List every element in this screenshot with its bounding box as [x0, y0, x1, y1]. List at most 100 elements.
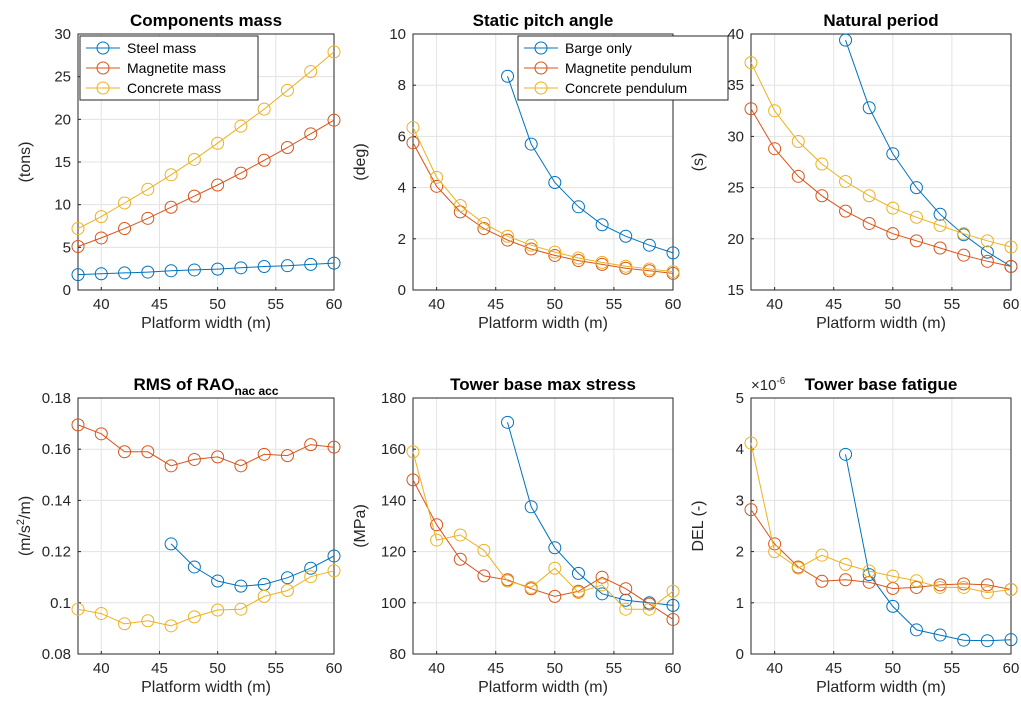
- legend-swatch-marker: [96, 81, 110, 95]
- y-tick-label: 6: [398, 128, 406, 145]
- x-tick-label: 55: [606, 660, 623, 677]
- data-point: [280, 571, 294, 585]
- y-axis-label: DEL (-): [690, 501, 707, 552]
- data-point: [280, 584, 294, 598]
- data-point: [548, 245, 562, 259]
- data-point: [280, 83, 294, 97]
- axes-box: [750, 33, 1012, 291]
- data-point: [524, 137, 538, 151]
- data-point: [141, 445, 155, 459]
- data-point: [141, 211, 155, 225]
- data-point: [477, 569, 491, 583]
- series-layer: [744, 33, 1018, 273]
- data-point: [187, 452, 201, 466]
- data-point: [909, 580, 923, 594]
- data-point: [164, 619, 178, 633]
- data-point: [862, 189, 876, 203]
- data-point: [815, 548, 829, 562]
- data-point: [71, 418, 85, 432]
- data-point: [211, 136, 225, 150]
- y-tick-label: 5: [63, 239, 71, 256]
- data-point: [71, 268, 85, 282]
- plot-title: Natural period: [823, 11, 938, 30]
- plot-title: Static pitch angle: [473, 11, 614, 30]
- y-tick-label: 35: [727, 77, 744, 94]
- series-1: [71, 256, 341, 282]
- data-point: [257, 102, 271, 116]
- data-point: [501, 229, 515, 243]
- x-tick-label: 55: [267, 660, 284, 677]
- data-point: [327, 549, 341, 563]
- data-point: [211, 450, 225, 464]
- legend-swatch-marker: [534, 61, 548, 75]
- x-tick-label: 50: [546, 296, 563, 313]
- series-3: [744, 436, 1018, 600]
- data-point: [211, 262, 225, 276]
- y-tick-label: 140: [381, 492, 406, 509]
- data-point: [548, 589, 562, 603]
- x-tick-label: 40: [766, 660, 783, 677]
- series-line: [412, 479, 674, 620]
- x-tick-label: 40: [428, 660, 445, 677]
- legend-item-1: Steel mass: [86, 40, 196, 56]
- data-point: [642, 262, 656, 276]
- legend-label: Magnetite pendulum: [565, 60, 692, 76]
- series-line: [507, 422, 674, 606]
- plot-title: Components mass: [130, 11, 282, 30]
- data-point: [839, 33, 853, 47]
- data-point: [1004, 259, 1018, 273]
- data-point: [327, 440, 341, 454]
- plot-area: [413, 398, 673, 654]
- x-tick-label: 50: [884, 660, 901, 677]
- data-point: [980, 254, 994, 268]
- y-tick-label: 10: [389, 26, 406, 43]
- series-line: [77, 424, 335, 467]
- data-point: [909, 181, 923, 195]
- series-line: [845, 39, 1012, 267]
- x-axis-label: Platform width (m): [816, 315, 946, 332]
- data-point: [234, 602, 248, 616]
- legend-item-1: Barge only: [524, 40, 632, 56]
- data-point: [118, 617, 132, 631]
- y-tick-label: 80: [389, 646, 406, 663]
- data-point: [909, 234, 923, 248]
- data-point: [619, 582, 633, 596]
- data-point: [744, 102, 758, 116]
- data-point: [524, 500, 538, 514]
- data-point: [406, 120, 420, 134]
- data-point: [234, 166, 248, 180]
- x-tick-label: 45: [487, 660, 504, 677]
- data-point: [94, 231, 108, 245]
- x-tick-label: 55: [944, 296, 961, 313]
- data-point: [957, 577, 971, 591]
- data-point: [257, 260, 271, 274]
- data-point: [327, 256, 341, 270]
- plot-title: RMS of RAOnac acc: [133, 375, 278, 398]
- data-point: [406, 473, 420, 487]
- data-point: [980, 245, 994, 259]
- data-point: [642, 238, 656, 252]
- series-line: [845, 454, 1012, 642]
- data-point: [957, 633, 971, 647]
- x-tick-label: 40: [93, 296, 110, 313]
- data-point: [187, 189, 201, 203]
- data-point: [862, 575, 876, 589]
- x-tick-label: 60: [1003, 296, 1020, 313]
- x-tick-label: 50: [209, 296, 226, 313]
- data-point: [791, 561, 805, 575]
- data-point: [815, 574, 829, 588]
- data-point: [933, 218, 947, 232]
- data-point: [71, 222, 85, 236]
- series-line: [170, 543, 335, 587]
- y-tick-label: 30: [727, 128, 744, 145]
- data-point: [1004, 582, 1018, 596]
- data-point: [571, 251, 585, 265]
- data-point: [187, 152, 201, 166]
- y-tick-label: 0: [398, 282, 406, 299]
- y-tick-label: 25: [54, 69, 71, 86]
- data-point: [187, 263, 201, 277]
- data-point: [257, 589, 271, 603]
- data-point: [406, 136, 420, 150]
